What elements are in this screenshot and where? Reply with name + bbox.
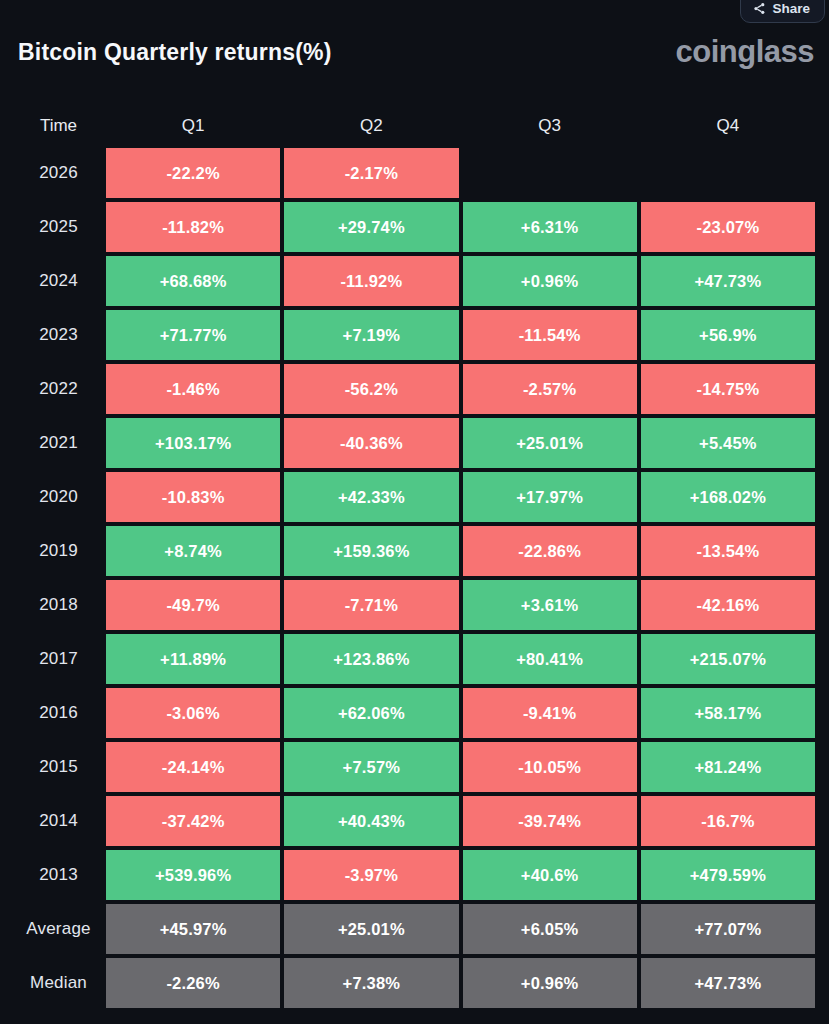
return-cell: +215.07%	[641, 634, 815, 684]
return-cell: +8.74%	[106, 526, 280, 576]
return-cell: -14.75%	[641, 364, 815, 414]
page-title: Bitcoin Quarterly returns(%)	[18, 39, 332, 66]
return-cell: -2.26%	[106, 958, 280, 1008]
return-cell: -7.71%	[284, 580, 458, 630]
return-cell: -24.14%	[106, 742, 280, 792]
return-cell: +25.01%	[463, 418, 637, 468]
return-cell: +17.97%	[463, 472, 637, 522]
return-cell: -11.92%	[284, 256, 458, 306]
share-button-label: Share	[772, 1, 810, 16]
row-label-2016: 2016	[15, 688, 102, 738]
row-label-2014: 2014	[15, 796, 102, 846]
row-label-2026: 2026	[15, 148, 102, 198]
return-cell: +40.6%	[463, 850, 637, 900]
return-cell: +47.73%	[641, 958, 815, 1008]
return-cell: +42.33%	[284, 472, 458, 522]
row-label-2013: 2013	[15, 850, 102, 900]
return-cell: +5.45%	[641, 418, 815, 468]
row-label-2024: 2024	[15, 256, 102, 306]
return-cell: +40.43%	[284, 796, 458, 846]
return-cell: +81.24%	[641, 742, 815, 792]
return-cell: -11.54%	[463, 310, 637, 360]
return-cell: +168.02%	[641, 472, 815, 522]
row-label-2025: 2025	[15, 202, 102, 252]
return-cell: +6.05%	[463, 904, 637, 954]
returns-table: TimeQ1Q2Q3Q42026-22.2%-2.17%2025-11.82%+…	[15, 108, 815, 1008]
header-bar: Bitcoin Quarterly returns(%) coinglass	[0, 0, 829, 70]
return-cell: +29.74%	[284, 202, 458, 252]
share-button[interactable]: Share	[740, 0, 825, 23]
return-cell: -22.2%	[106, 148, 280, 198]
empty-cell	[463, 148, 637, 198]
return-cell: +539.96%	[106, 850, 280, 900]
return-cell: +159.36%	[284, 526, 458, 576]
row-label-2022: 2022	[15, 364, 102, 414]
return-cell: +11.89%	[106, 634, 280, 684]
return-cell: -1.46%	[106, 364, 280, 414]
return-cell: +103.17%	[106, 418, 280, 468]
return-cell: -3.06%	[106, 688, 280, 738]
return-cell: -56.2%	[284, 364, 458, 414]
row-label-2017: 2017	[15, 634, 102, 684]
return-cell: +56.9%	[641, 310, 815, 360]
return-cell: +80.41%	[463, 634, 637, 684]
return-cell: -37.42%	[106, 796, 280, 846]
return-cell: -2.17%	[284, 148, 458, 198]
return-cell: +62.06%	[284, 688, 458, 738]
return-cell: -23.07%	[641, 202, 815, 252]
share-icon	[753, 2, 766, 15]
return-cell: -9.41%	[463, 688, 637, 738]
return-cell: +479.59%	[641, 850, 815, 900]
return-cell: +47.73%	[641, 256, 815, 306]
row-label-2015: 2015	[15, 742, 102, 792]
return-cell: +77.07%	[641, 904, 815, 954]
row-label-2020: 2020	[15, 472, 102, 522]
row-label-average: Average	[15, 904, 102, 954]
return-cell: -13.54%	[641, 526, 815, 576]
return-cell: -16.7%	[641, 796, 815, 846]
return-cell: -10.83%	[106, 472, 280, 522]
return-cell: +3.61%	[463, 580, 637, 630]
return-cell: -10.05%	[463, 742, 637, 792]
return-cell: +58.17%	[641, 688, 815, 738]
return-cell: +6.31%	[463, 202, 637, 252]
column-header-q4: Q4	[641, 108, 815, 144]
column-header-time: Time	[15, 108, 102, 144]
return-cell: +0.96%	[463, 958, 637, 1008]
return-cell: -2.57%	[463, 364, 637, 414]
coinglass-widget: Share Bitcoin Quarterly returns(%) coing…	[0, 0, 829, 1024]
return-cell: +25.01%	[284, 904, 458, 954]
return-cell: +45.97%	[106, 904, 280, 954]
return-cell: -39.74%	[463, 796, 637, 846]
row-label-2019: 2019	[15, 526, 102, 576]
return-cell: -3.97%	[284, 850, 458, 900]
return-cell: +68.68%	[106, 256, 280, 306]
return-cell: +0.96%	[463, 256, 637, 306]
column-header-q3: Q3	[463, 108, 637, 144]
return-cell: +7.19%	[284, 310, 458, 360]
return-cell: +7.57%	[284, 742, 458, 792]
row-label-median: Median	[15, 958, 102, 1008]
return-cell: +123.86%	[284, 634, 458, 684]
return-cell: -49.7%	[106, 580, 280, 630]
row-label-2021: 2021	[15, 418, 102, 468]
return-cell: -42.16%	[641, 580, 815, 630]
coinglass-logo: coinglass	[676, 34, 815, 70]
row-label-2018: 2018	[15, 580, 102, 630]
return-cell: -11.82%	[106, 202, 280, 252]
return-cell: -40.36%	[284, 418, 458, 468]
empty-cell	[641, 148, 815, 198]
return-cell: +71.77%	[106, 310, 280, 360]
column-header-q2: Q2	[284, 108, 458, 144]
row-label-2023: 2023	[15, 310, 102, 360]
return-cell: -22.86%	[463, 526, 637, 576]
column-header-q1: Q1	[106, 108, 280, 144]
return-cell: +7.38%	[284, 958, 458, 1008]
